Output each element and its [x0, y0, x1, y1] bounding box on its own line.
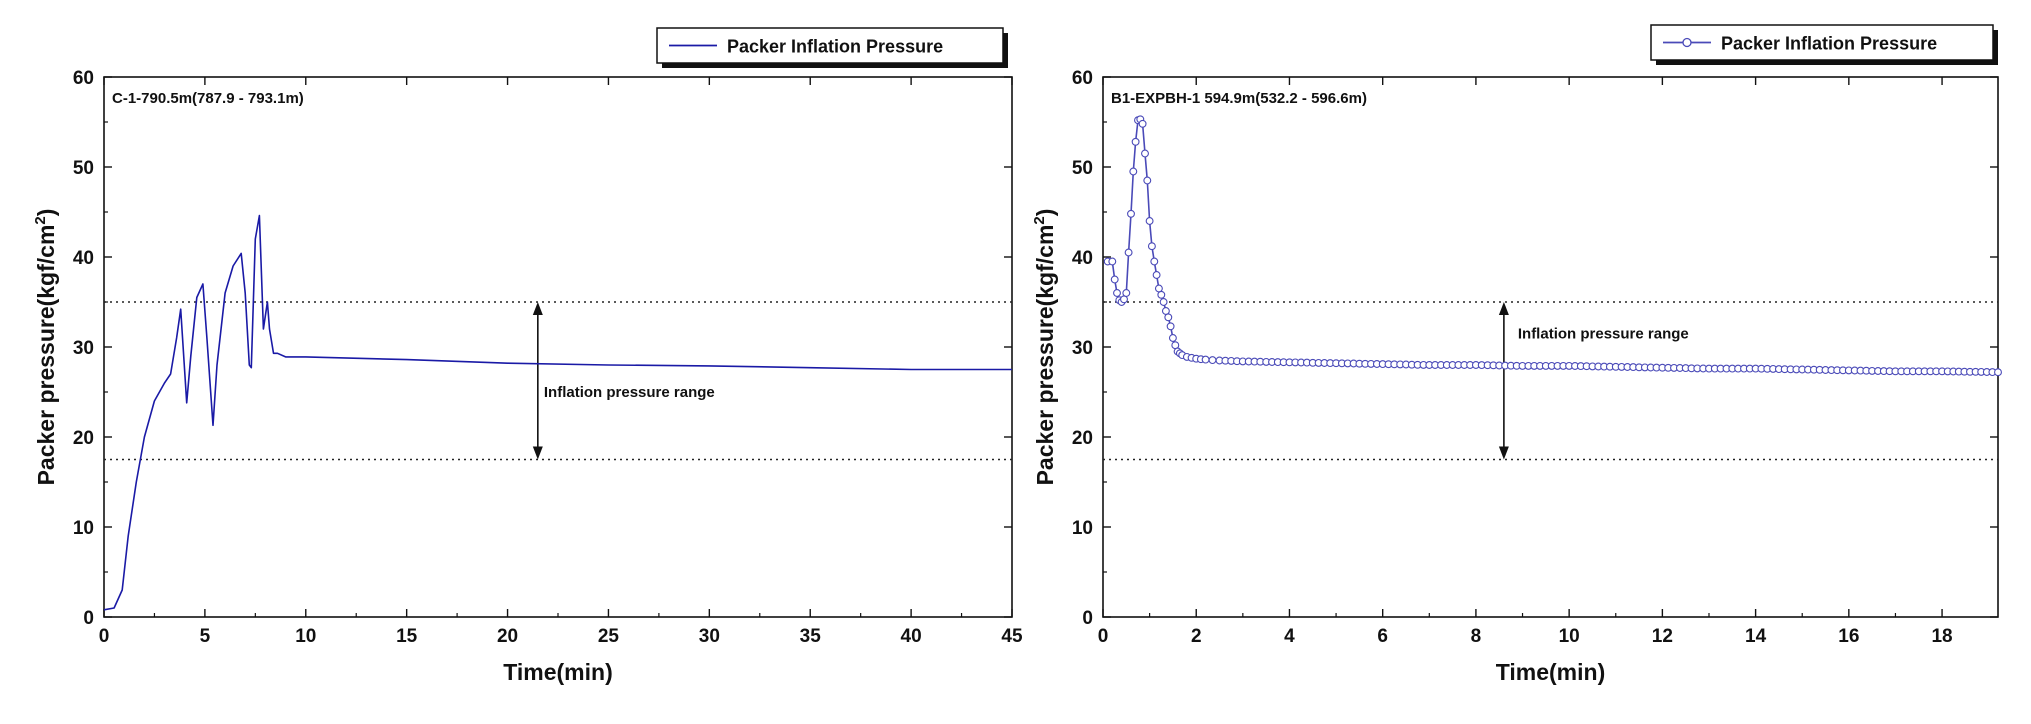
data-point — [1129, 167, 1138, 176]
y-tick-label: 40 — [1072, 248, 1093, 269]
x-tick-label: 12 — [1652, 626, 1673, 647]
x-tick-label: 15 — [396, 626, 418, 647]
x-tick-label: 10 — [295, 626, 316, 647]
y-tick-label: 60 — [73, 68, 94, 89]
legend-label: Packer Inflation Pressure — [1721, 34, 1937, 54]
range-arrow-head-up — [532, 302, 543, 315]
x-tick-label: 35 — [800, 626, 822, 647]
data-point — [1138, 119, 1147, 128]
right-chart-panel: 0 2 4 6 8 10 12 14 16 18 0 10 20 30 40 50 60 Time(min) Pac… — [1031, 24, 2002, 685]
range-arrow-head-up — [1498, 302, 1509, 315]
x-tick-label: 2 — [1191, 626, 1202, 647]
y-tick-label: 0 — [1082, 608, 1093, 629]
data-point — [1108, 257, 1117, 266]
y-tick-label: 50 — [73, 158, 94, 179]
data-point — [1157, 290, 1166, 299]
series-line — [103, 214, 1012, 611]
data-point — [1143, 176, 1152, 185]
x-tick-label: 14 — [1745, 626, 1767, 647]
data-point — [1152, 271, 1161, 279]
plot-frame — [1102, 76, 1999, 618]
data-point — [1113, 289, 1121, 297]
y-tick-label: 20 — [1072, 428, 1093, 449]
x-tick-label: 45 — [1001, 626, 1023, 647]
y-tick-label: 30 — [1072, 338, 1093, 359]
data-point — [1208, 356, 1217, 365]
y-tick-label: 0 — [83, 608, 94, 629]
x-tick-label: 5 — [200, 626, 211, 647]
data-point — [1166, 322, 1175, 331]
left-chart-panel: 0 5 10 15 20 25 30 35 40 45 0 10 20 30 40 50 60 Time(min)… — [32, 27, 1023, 685]
range-annotation: Inflation pressure range — [544, 384, 715, 401]
y-tick-label: 10 — [1072, 518, 1093, 539]
data-point — [1124, 248, 1133, 257]
x-axis-label: Time(min) — [1496, 659, 1605, 685]
plot-frame — [103, 76, 1013, 618]
y-axis-label: Packer pressure(kgf/cm2) — [1031, 209, 1058, 486]
x-tick-label: 10 — [1559, 626, 1580, 647]
y-tick-label: 10 — [73, 518, 94, 539]
data-point — [1164, 313, 1173, 322]
data-point — [1201, 355, 1210, 364]
x-tick-label: 18 — [1931, 626, 1952, 647]
chart-subtitle: B1-EXPBH-1 594.9m(532.2 - 596.6m) — [1111, 90, 1367, 107]
data-point — [1131, 137, 1140, 146]
y-tick-label: 50 — [1072, 158, 1093, 179]
x-axis-label: Time(min) — [503, 659, 612, 685]
series-markers — [1103, 115, 2002, 377]
y-tick-label: 20 — [73, 428, 94, 449]
x-tick-label: 4 — [1284, 626, 1295, 647]
y-tick-label: 60 — [1072, 68, 1093, 89]
legend-marker — [1682, 37, 1692, 48]
chart-subtitle: C-1-790.5m(787.9 - 793.1m) — [112, 90, 304, 107]
range-annotation: Inflation pressure range — [1518, 326, 1689, 343]
x-tick-label: 16 — [1838, 626, 1859, 647]
data-point — [1159, 298, 1168, 306]
legend-label: Packer Inflation Pressure — [727, 37, 943, 57]
x-tick-label: 0 — [1098, 626, 1109, 647]
x-tick-label: 30 — [699, 626, 720, 647]
x-tick-label: 6 — [1377, 626, 1388, 647]
range-arrow-head-down — [1498, 446, 1509, 460]
y-tick-label: 40 — [73, 248, 94, 269]
range-arrow-head-down — [532, 446, 543, 460]
data-point — [1145, 217, 1154, 225]
data-point — [1168, 334, 1177, 342]
data-point — [1994, 368, 2002, 377]
data-point — [1141, 149, 1149, 158]
y-axis-label: Packer pressure(kgf/cm2) — [32, 209, 59, 486]
x-tick-label: 8 — [1471, 626, 1482, 647]
data-point — [1127, 209, 1135, 218]
y-tick-label: 30 — [73, 338, 94, 359]
data-point — [1122, 289, 1131, 297]
data-point — [1110, 275, 1119, 284]
x-tick-label: 0 — [99, 626, 110, 647]
x-tick-label: 40 — [901, 626, 922, 647]
data-point — [1150, 257, 1159, 266]
x-tick-label: 25 — [598, 626, 620, 647]
data-point — [1147, 242, 1156, 251]
x-tick-label: 20 — [497, 626, 518, 647]
